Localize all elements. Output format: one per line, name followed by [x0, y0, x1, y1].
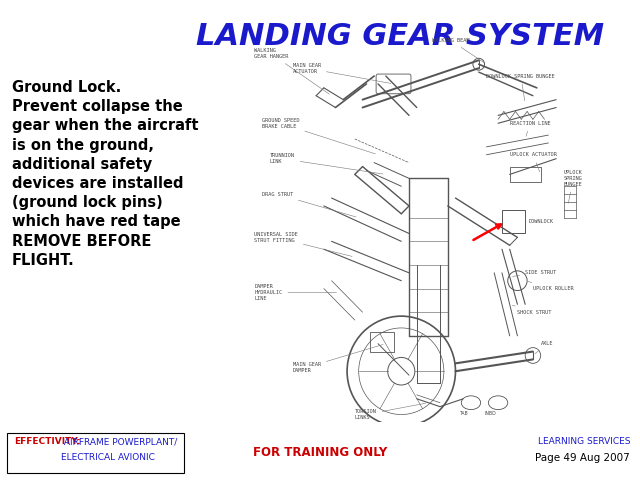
Text: DOWNLOCK: DOWNLOCK [525, 219, 554, 224]
Text: WALKING
GEAR HANGER: WALKING GEAR HANGER [254, 48, 330, 94]
Text: DOWNLOCK SPRING BUNGEE: DOWNLOCK SPRING BUNGEE [486, 73, 556, 101]
Text: TRUNNION
LINK: TRUNNION LINK [269, 153, 383, 174]
Bar [509, 167, 541, 182]
Text: AIRFRAME POWERPLANT/: AIRFRAME POWERPLANT/ [61, 437, 177, 446]
Text: ELECTRICAL AVIONIC: ELECTRICAL AVIONIC [61, 454, 155, 463]
Text: UPLOCK ROLLER: UPLOCK ROLLER [528, 281, 573, 291]
Text: GROUND SPEED
BRAKE CABLE: GROUND SPEED BRAKE CABLE [262, 118, 376, 154]
Text: SIDE STRUT: SIDE STRUT [513, 270, 556, 276]
Text: MAIN GEAR
ACTUATOR: MAIN GEAR ACTUATOR [293, 63, 391, 84]
Text: WALKING BEAM: WALKING BEAM [432, 38, 484, 63]
Text: UPLOCK
SPRING
BUNGEE: UPLOCK SPRING BUNGEE [564, 170, 582, 203]
Text: REACTION LINE: REACTION LINE [509, 121, 550, 136]
Bar [371, 332, 394, 351]
Text: SHOCK STRUT: SHOCK STRUT [513, 305, 552, 315]
Text: TAB: TAB [459, 410, 468, 416]
Text: FOR TRAINING ONLY: FOR TRAINING ONLY [253, 445, 387, 458]
Bar [502, 210, 525, 233]
Text: UNIVERSAL SIDE
STRUT FITTING: UNIVERSAL SIDE STRUT FITTING [254, 232, 352, 256]
Text: AXLE: AXLE [535, 341, 553, 354]
Text: LANDING GEAR SYSTEM: LANDING GEAR SYSTEM [196, 22, 604, 51]
Text: Ground Lock.
Prevent collapse the
gear when the aircraft
is on the ground,
addit: Ground Lock. Prevent collapse the gear w… [12, 80, 198, 268]
Text: INBD: INBD [484, 410, 496, 416]
Circle shape [473, 58, 484, 70]
Text: DRAG STRUT: DRAG STRUT [262, 192, 356, 217]
Text: LEARNING SERVICES: LEARNING SERVICES [538, 437, 630, 446]
Text: Page 49 Aug 2007: Page 49 Aug 2007 [535, 453, 630, 463]
Text: DAMPER
HYDRAULIC
LINE: DAMPER HYDRAULIC LINE [254, 284, 337, 301]
Text: MAIN GEAR
DAMPER: MAIN GEAR DAMPER [293, 345, 383, 372]
Text: TORSION
LINKS: TORSION LINKS [355, 403, 426, 420]
Text: EFFECTIVITY:: EFFECTIVITY: [14, 437, 81, 446]
Text: UPLOCK ACTUATOR: UPLOCK ACTUATOR [509, 152, 557, 172]
